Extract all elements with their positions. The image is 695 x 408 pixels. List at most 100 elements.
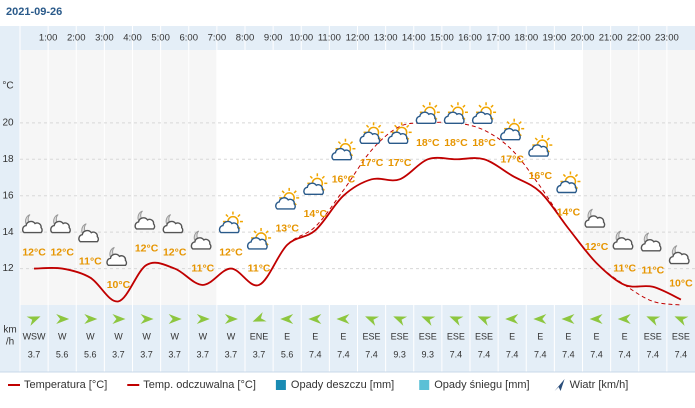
wind-direction: ESE: [475, 331, 493, 341]
weather-icon: [246, 227, 272, 250]
hour-label: 20:00: [571, 33, 595, 44]
wind-speed: 3.7: [168, 349, 181, 359]
wind-direction: E: [312, 331, 318, 341]
column-bg: [385, 50, 414, 305]
wind-direction: ESE: [447, 331, 465, 341]
wind-speed: 7.4: [534, 349, 547, 359]
wind-arrow: [589, 314, 603, 324]
weather-icon: [612, 230, 634, 250]
hour-label: 22:00: [627, 33, 651, 44]
cloud: [668, 251, 690, 265]
cloud: [359, 131, 381, 145]
sun-ray: [562, 173, 567, 178]
wind-arrow: [421, 316, 436, 326]
hour-label: 13:00: [374, 33, 398, 44]
wind-speed: 7.4: [675, 349, 688, 359]
cloud: [528, 144, 550, 157]
column-bg: [413, 50, 442, 305]
sun-ray: [394, 124, 398, 128]
wind-direction: W: [58, 331, 67, 341]
wind-speed: 7.4: [365, 349, 378, 359]
wind-speed: 7.4: [618, 349, 631, 359]
wind-arrow: [26, 316, 41, 326]
sun-ray: [281, 190, 285, 194]
wind-unit: /h: [6, 337, 14, 348]
temperature-label: 14°C: [304, 208, 328, 220]
cloud: [471, 111, 493, 124]
weather-icon: [162, 214, 184, 234]
weather-icon: [443, 102, 468, 124]
hour-label: 7:00: [208, 33, 227, 44]
legend-label: Opady deszczu [mm]: [291, 379, 394, 391]
cloud: [303, 182, 325, 196]
column-bg: [301, 50, 330, 305]
weather-icon: [134, 210, 156, 230]
cloud: [50, 220, 71, 234]
sun-ray: [321, 175, 325, 179]
sun-ray: [518, 121, 522, 125]
y-tick-label: 14: [2, 227, 14, 238]
temperature-label: 10°C: [669, 277, 693, 289]
wind-speed: 7.4: [309, 349, 322, 359]
column-bg: [329, 50, 358, 305]
weather-icon: [471, 102, 497, 124]
date-title: 2021-09-26: [6, 6, 62, 18]
temperature-label: 11°C: [248, 263, 271, 275]
hour-label: 11:00: [318, 33, 341, 44]
column-bg: [20, 50, 49, 305]
temperature-label: 11°C: [191, 263, 214, 275]
wind-arrow: [56, 314, 70, 324]
hour-label: 15:00: [430, 33, 454, 44]
column-bg: [48, 50, 77, 305]
cloud: [21, 220, 43, 234]
legend-label: Wiatr [km/h]: [570, 379, 629, 391]
cloud: [612, 237, 634, 250]
weather-icon: [303, 173, 328, 196]
hour-label: 10:00: [289, 33, 313, 44]
column-bg: [245, 50, 274, 305]
y-tick-label: 16: [2, 190, 14, 201]
temperature-label: 11°C: [613, 263, 636, 275]
hour-label: 14:00: [402, 33, 426, 44]
wind-speed: 3.7: [225, 349, 238, 359]
temperature-label: 12°C: [135, 243, 159, 255]
cloud: [331, 147, 353, 161]
cloud: [584, 215, 606, 228]
weather-icon: [78, 223, 100, 243]
wind-direction: ESE: [363, 331, 381, 341]
wind-speed: 5.6: [56, 349, 69, 359]
cloud: [162, 220, 184, 234]
wind-speed: 3.7: [28, 349, 41, 359]
temperature-label: 18°C: [444, 137, 468, 149]
sun-ray: [337, 141, 342, 145]
y-tick-label: 12: [2, 263, 14, 274]
sun-ray: [462, 104, 466, 108]
wind-unit: km: [3, 325, 16, 336]
wind-arrow: [168, 314, 182, 324]
wind-speed: 7.4: [590, 349, 603, 359]
temperature-label: 12°C: [163, 246, 187, 258]
wind-direction: ESE: [419, 331, 437, 341]
column-bg: [188, 50, 217, 305]
wind-speed: 5.6: [84, 349, 97, 359]
hour-label: 2:00: [67, 33, 86, 44]
wind-arrow: [393, 316, 408, 326]
temperature-label: 17°C: [360, 157, 384, 169]
wind-direction: ESE: [672, 331, 690, 341]
weather-icon: [387, 122, 412, 145]
temperature-label: 17°C: [388, 157, 412, 169]
hour-label: 9:00: [264, 33, 283, 44]
cloud: [78, 229, 100, 243]
left-axis-panel: [0, 26, 20, 372]
wind-direction: W: [114, 331, 123, 341]
sun-ray: [546, 137, 550, 141]
wind-speed: 9.3: [422, 349, 435, 359]
cloud: [134, 217, 156, 230]
wind-direction: E: [284, 331, 290, 341]
temperature-label: 12°C: [22, 246, 46, 258]
wind-speed: 3.7: [140, 349, 153, 359]
wind-direction: W: [142, 331, 151, 341]
wind-speed: 9.3: [393, 349, 406, 359]
wind-direction: E: [594, 331, 600, 341]
legend-swatch: [554, 379, 565, 391]
